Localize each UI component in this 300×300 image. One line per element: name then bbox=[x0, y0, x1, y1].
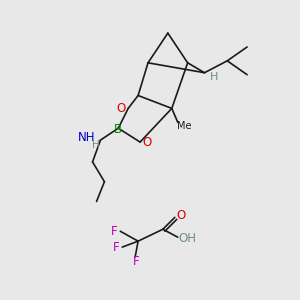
Text: H: H bbox=[210, 72, 219, 82]
Text: H: H bbox=[92, 140, 99, 150]
Text: O: O bbox=[176, 209, 185, 222]
Text: F: F bbox=[113, 241, 120, 254]
Text: Me: Me bbox=[177, 121, 192, 131]
Text: OH: OH bbox=[178, 232, 196, 245]
Text: B: B bbox=[114, 123, 122, 136]
Text: F: F bbox=[133, 256, 140, 268]
Text: NH: NH bbox=[78, 130, 95, 144]
Text: O: O bbox=[117, 102, 126, 115]
Text: O: O bbox=[142, 136, 152, 148]
Text: F: F bbox=[111, 225, 118, 238]
